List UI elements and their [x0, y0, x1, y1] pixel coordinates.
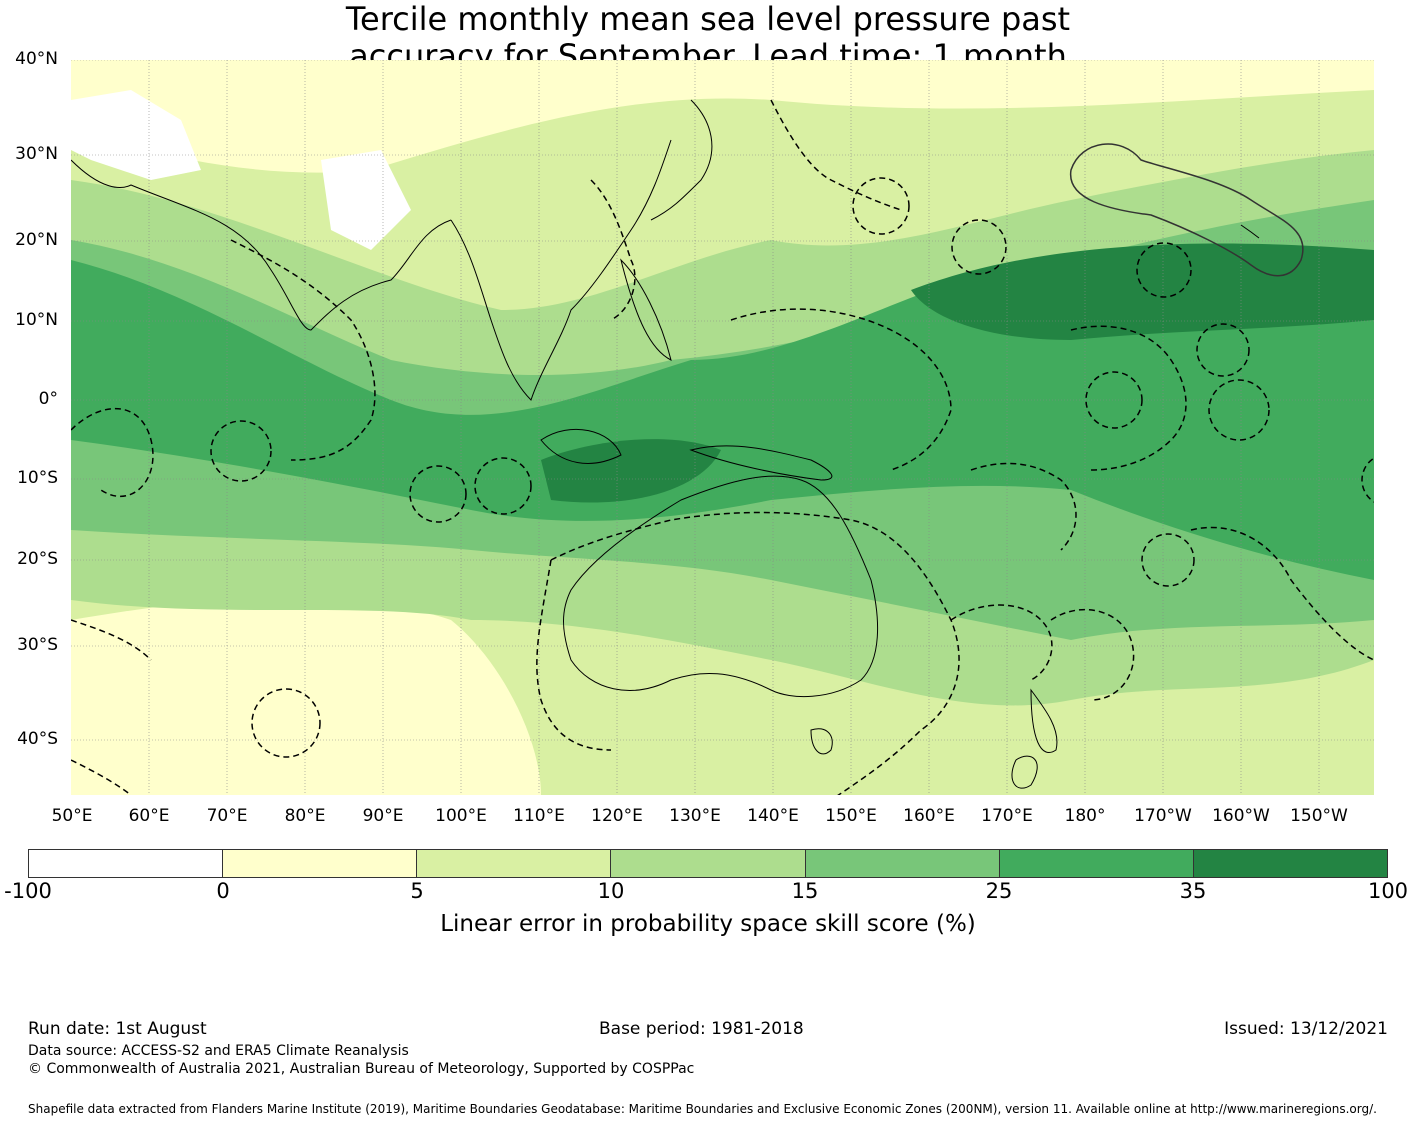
colorbar-title: Linear error in probability space skill …: [440, 911, 976, 937]
colorbar-tick-label: 10: [597, 879, 625, 903]
lat-label-equator: 0°: [38, 389, 58, 409]
colorbar-segment-35-100: [1193, 850, 1387, 877]
skill-band-highest: [541, 439, 721, 503]
coast-tasmania: [810, 728, 833, 755]
lat-label-40s: 40°S: [17, 729, 58, 749]
lat-label-20s: 20°S: [17, 549, 58, 569]
skill-band-no-skill: [321, 150, 411, 250]
issued-date: Issued: 13/12/2021: [1224, 1019, 1388, 1039]
lon-label-170w: 170°W: [1134, 806, 1192, 826]
coast-hawaii: [1240, 224, 1260, 239]
colorbar-segment-15-25: [805, 850, 1000, 877]
lon-label-170e: 170°E: [981, 806, 1033, 826]
skill-score-map: [71, 60, 1374, 795]
graticule: [71, 60, 1374, 795]
lat-label-10s: 10°S: [17, 468, 58, 488]
skill-band-very-low: [71, 60, 1374, 173]
lon-label-120e: 120°E: [591, 806, 643, 826]
colorbar-segment-25-35: [999, 850, 1194, 877]
colorbar-segment-10-15: [611, 850, 806, 877]
coast-southeast-asia: [450, 139, 672, 401]
lon-label-90e: 90°E: [362, 806, 404, 826]
lon-label-130e: 130°E: [669, 806, 721, 826]
colorbar: [28, 849, 1388, 878]
lat-label-30s: 30°S: [17, 635, 58, 655]
coast-australia: [563, 475, 878, 698]
eez-boundaries: [71, 99, 1374, 795]
colorbar-segment-neg100-0: [29, 850, 224, 877]
lon-label-150w: 150°W: [1290, 806, 1348, 826]
data-source: Data source: ACCESS-S2 and ERA5 Climate …: [28, 1043, 409, 1059]
colorbar-segment-5-10: [417, 850, 612, 877]
lat-label-30n: 30°N: [15, 144, 58, 164]
lon-label-160e: 160°E: [903, 806, 955, 826]
coast-philippines: [620, 258, 672, 361]
lat-label-10n: 10°N: [15, 310, 58, 330]
skill-band-no-skill: [71, 90, 201, 180]
colorbar-tick-label: 15: [791, 879, 819, 903]
colorbar-tick-label: 25: [985, 879, 1013, 903]
colorbar-tick-label: 0: [216, 879, 230, 903]
eez-boundary-hawaii: [1070, 143, 1304, 277]
coast-japan: [650, 99, 713, 221]
colorbar-tick-label: -100: [4, 879, 52, 903]
copyright-notice: © Commonwealth of Australia 2021, Austra…: [28, 1061, 695, 1077]
run-date: Run date: 1st August: [28, 1019, 207, 1039]
base-period: Base period: 1981-2018: [599, 1019, 804, 1039]
lat-label-40n: 40°N: [15, 49, 58, 69]
lon-label-70e: 70°E: [206, 806, 248, 826]
colorbar-segment-0-5: [223, 850, 418, 877]
coast-new-zealand: [1011, 688, 1058, 789]
colorbar-tick-label: 5: [410, 879, 424, 903]
colorbar-tick-label: 35: [1179, 879, 1207, 903]
coast-arabia-india: [71, 159, 452, 331]
lon-label-80e: 80°E: [284, 806, 326, 826]
map-title-line-1: Tercile monthly mean sea level pressure …: [345, 0, 1071, 38]
coast-new-guinea: [689, 445, 833, 481]
lon-label-180: 180°: [1064, 806, 1106, 826]
skill-band-highest: [911, 243, 1374, 340]
shapefile-credit: Shapefile data extracted from Flanders M…: [28, 1102, 1377, 1116]
lon-label-60e: 60°E: [128, 806, 170, 826]
lon-label-160w: 160°W: [1212, 806, 1270, 826]
lon-label-110e: 110°E: [513, 806, 565, 826]
lat-label-20n: 20°N: [15, 230, 58, 250]
coast-borneo: [540, 428, 622, 464]
lon-label-140e: 140°E: [747, 806, 799, 826]
colorbar-tick-label: 100: [1367, 879, 1409, 903]
coastlines: [71, 99, 1260, 789]
lon-label-100e: 100°E: [435, 806, 487, 826]
lon-label-150e: 150°E: [825, 806, 877, 826]
lon-label-50e: 50°E: [51, 806, 93, 826]
